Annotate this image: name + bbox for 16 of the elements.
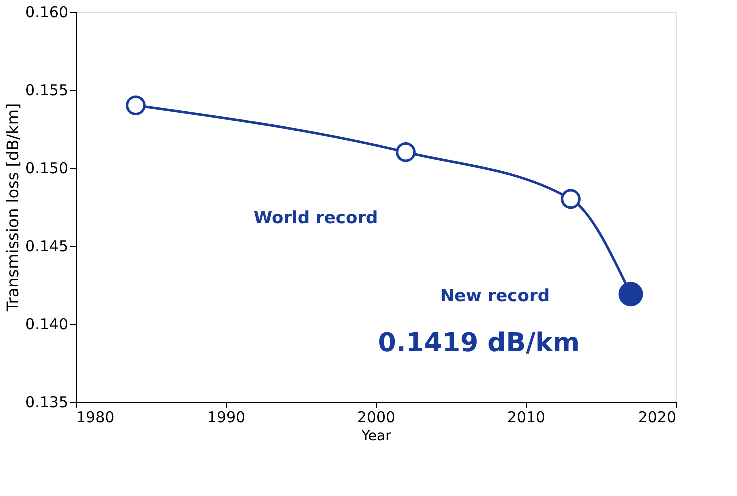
y-axis-title: Transmission loss [dB/km] <box>4 103 23 313</box>
x-tick-label: 2020 <box>638 408 676 426</box>
x-tick-label: 2000 <box>357 408 396 426</box>
y-tick-label: 0.135 <box>26 394 68 412</box>
annotation: World record <box>254 208 378 229</box>
y-tick-label: 0.155 <box>26 82 68 100</box>
annotation: 0.1419 dB/km <box>378 328 580 358</box>
x-tick-label: 2010 <box>507 408 546 426</box>
y-tick-label: 0.145 <box>26 238 68 256</box>
annotation: New record <box>440 286 550 307</box>
y-tick-label: 0.140 <box>26 316 68 334</box>
x-tick-label: 1990 <box>207 408 246 426</box>
x-axis-title: Year <box>360 428 392 444</box>
y-tick-label: 0.160 <box>26 4 68 22</box>
y-tick-label: 0.150 <box>26 160 68 178</box>
x-tick-label: 1980 <box>76 408 115 426</box>
